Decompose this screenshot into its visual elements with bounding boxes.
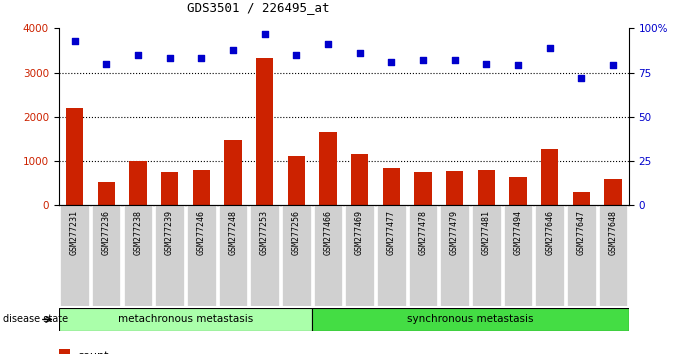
Text: GSM277248: GSM277248 bbox=[229, 210, 238, 255]
Bar bbox=[161, 172, 178, 205]
Point bbox=[481, 61, 492, 67]
Bar bbox=[97, 182, 115, 205]
Text: GSM277253: GSM277253 bbox=[260, 210, 269, 255]
FancyBboxPatch shape bbox=[598, 205, 627, 306]
Point bbox=[544, 45, 555, 51]
Bar bbox=[59, 349, 70, 354]
Point bbox=[417, 57, 428, 63]
Bar bbox=[193, 170, 210, 205]
Bar bbox=[129, 161, 146, 205]
Text: GSM277466: GSM277466 bbox=[323, 210, 332, 255]
Bar bbox=[66, 108, 84, 205]
Point bbox=[133, 52, 144, 58]
Text: metachronous metastasis: metachronous metastasis bbox=[117, 314, 253, 325]
Text: GSM277236: GSM277236 bbox=[102, 210, 111, 255]
Point bbox=[607, 63, 618, 68]
Point bbox=[386, 59, 397, 65]
FancyBboxPatch shape bbox=[218, 205, 247, 306]
FancyBboxPatch shape bbox=[567, 205, 596, 306]
Text: GSM277479: GSM277479 bbox=[450, 210, 459, 255]
Bar bbox=[446, 171, 464, 205]
Text: GSM277239: GSM277239 bbox=[165, 210, 174, 255]
Text: GSM277246: GSM277246 bbox=[197, 210, 206, 255]
Text: GSM277256: GSM277256 bbox=[292, 210, 301, 255]
FancyBboxPatch shape bbox=[92, 205, 120, 306]
FancyBboxPatch shape bbox=[472, 205, 500, 306]
Point bbox=[227, 47, 238, 52]
Bar bbox=[351, 154, 368, 205]
FancyBboxPatch shape bbox=[408, 205, 437, 306]
FancyBboxPatch shape bbox=[187, 205, 216, 306]
Text: GSM277646: GSM277646 bbox=[545, 210, 554, 255]
Bar bbox=[509, 177, 527, 205]
Point bbox=[354, 50, 365, 56]
Text: GSM277478: GSM277478 bbox=[419, 210, 428, 255]
Bar bbox=[414, 172, 432, 205]
Bar bbox=[573, 192, 590, 205]
Point bbox=[291, 52, 302, 58]
Text: GSM277231: GSM277231 bbox=[70, 210, 79, 255]
Bar bbox=[256, 58, 274, 205]
FancyBboxPatch shape bbox=[440, 205, 469, 306]
Text: GSM277647: GSM277647 bbox=[577, 210, 586, 255]
FancyBboxPatch shape bbox=[346, 205, 374, 306]
FancyBboxPatch shape bbox=[504, 205, 532, 306]
Text: synchronous metastasis: synchronous metastasis bbox=[407, 314, 533, 325]
Bar bbox=[319, 132, 337, 205]
FancyBboxPatch shape bbox=[250, 205, 279, 306]
Bar bbox=[604, 179, 622, 205]
FancyBboxPatch shape bbox=[377, 205, 406, 306]
FancyBboxPatch shape bbox=[314, 205, 342, 306]
FancyBboxPatch shape bbox=[282, 205, 310, 306]
Bar bbox=[477, 170, 495, 205]
Point bbox=[164, 56, 175, 61]
Bar bbox=[287, 156, 305, 205]
Bar bbox=[383, 168, 400, 205]
Point bbox=[196, 56, 207, 61]
Point bbox=[259, 31, 270, 36]
Point bbox=[576, 75, 587, 81]
Text: GSM277477: GSM277477 bbox=[387, 210, 396, 255]
Text: GSM277469: GSM277469 bbox=[355, 210, 364, 255]
FancyBboxPatch shape bbox=[60, 205, 89, 306]
FancyBboxPatch shape bbox=[59, 308, 312, 331]
Text: disease state: disease state bbox=[3, 314, 68, 325]
Text: GSM277494: GSM277494 bbox=[513, 210, 522, 255]
Point bbox=[513, 63, 524, 68]
FancyBboxPatch shape bbox=[155, 205, 184, 306]
Text: GSM277481: GSM277481 bbox=[482, 210, 491, 255]
FancyBboxPatch shape bbox=[536, 205, 564, 306]
FancyBboxPatch shape bbox=[124, 205, 152, 306]
Point bbox=[101, 61, 112, 67]
Text: GDS3501 / 226495_at: GDS3501 / 226495_at bbox=[187, 1, 330, 14]
Text: GSM277648: GSM277648 bbox=[609, 210, 618, 255]
Point bbox=[323, 41, 334, 47]
Bar bbox=[541, 149, 558, 205]
Text: GSM277238: GSM277238 bbox=[133, 210, 142, 255]
Point bbox=[449, 57, 460, 63]
Text: count: count bbox=[77, 350, 108, 354]
FancyBboxPatch shape bbox=[312, 308, 629, 331]
Bar bbox=[224, 140, 242, 205]
Point bbox=[69, 38, 80, 44]
